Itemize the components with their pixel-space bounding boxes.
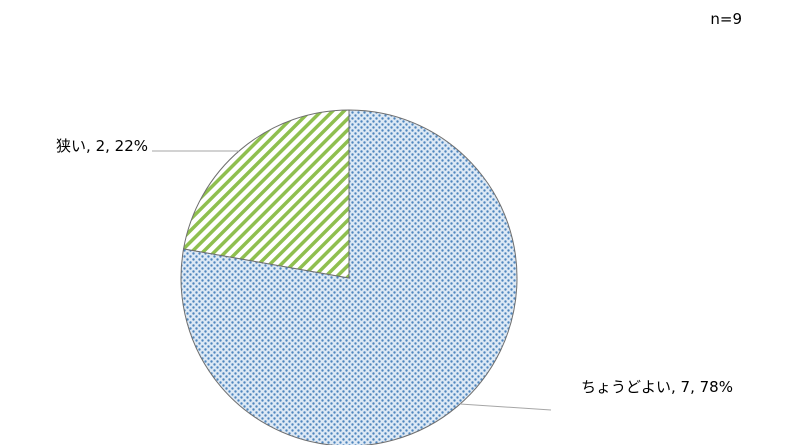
leader-line-0 xyxy=(459,403,552,411)
slice-data-label-1: 狭い, 2, 22% xyxy=(56,137,148,155)
pie-slice-0 xyxy=(180,109,518,445)
slice-data-label-0: ちょうどよい, 7, 78% xyxy=(581,378,733,396)
pie-slice-1 xyxy=(182,109,350,279)
sample-size-note: n=9 xyxy=(710,10,742,28)
